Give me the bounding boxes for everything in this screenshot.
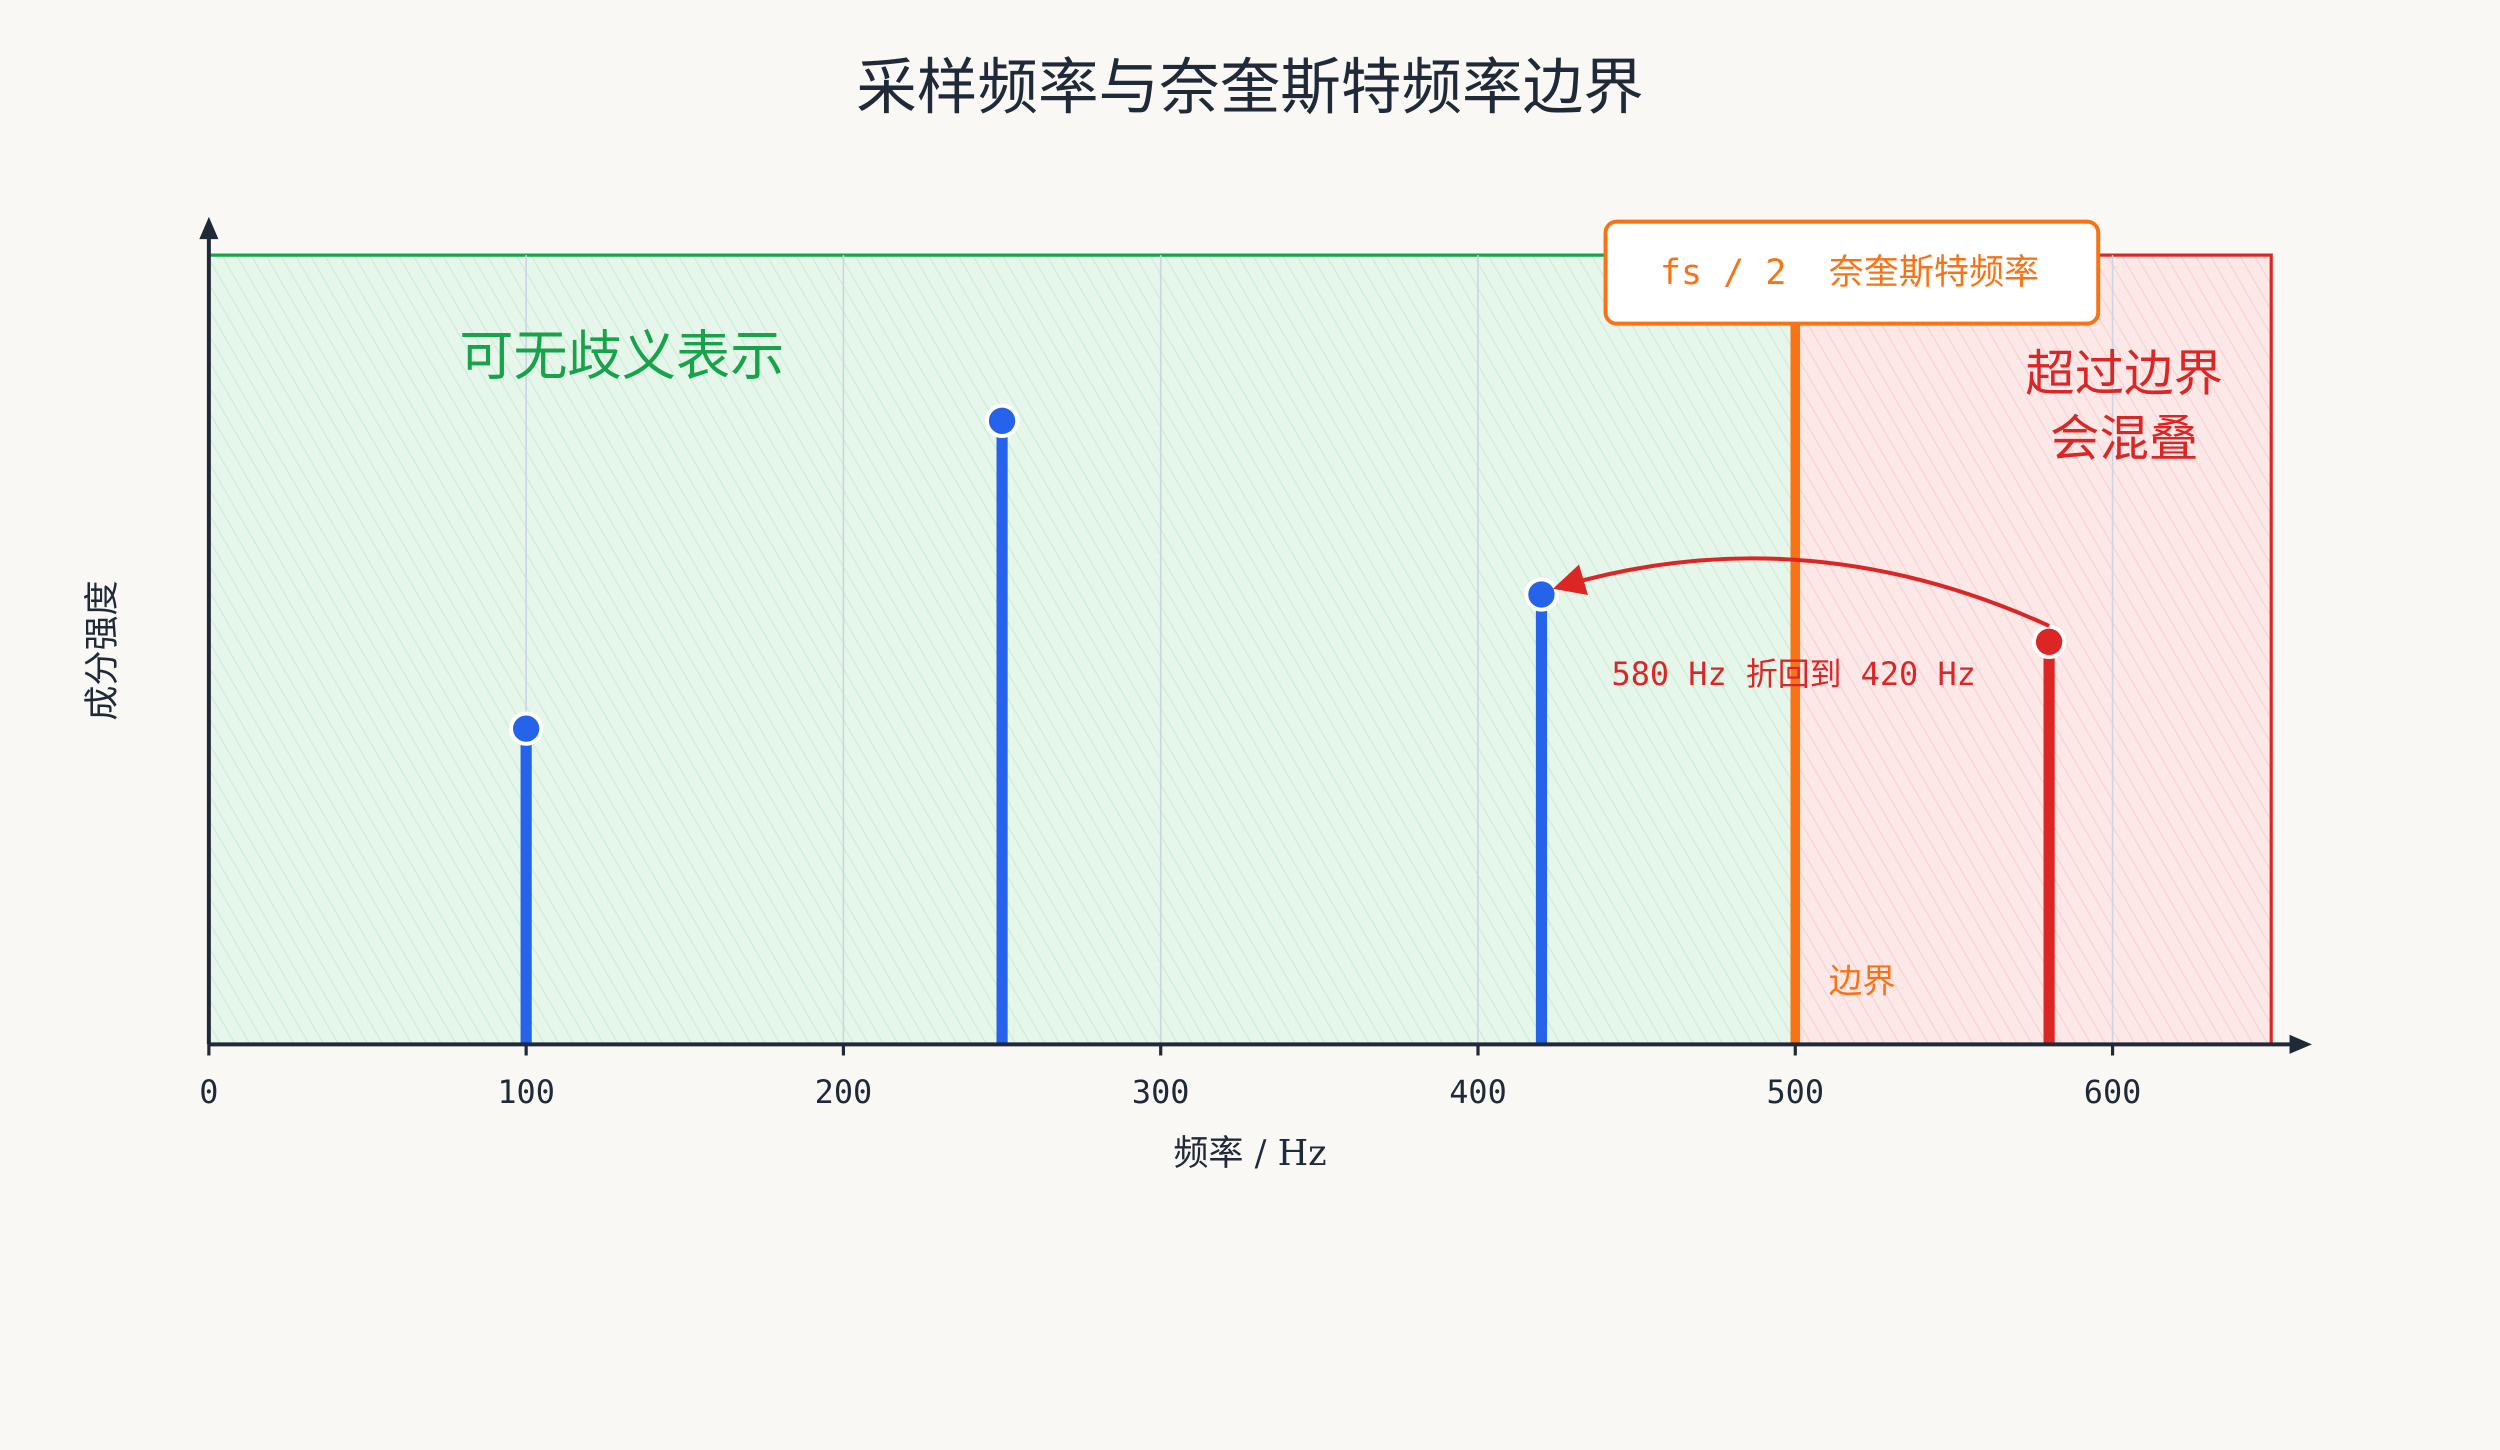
nyquist-sub-label: 边界	[1829, 962, 1896, 1001]
safe-region-label: 可无歧义表示	[459, 324, 784, 387]
x-tick-label: 0	[199, 1073, 218, 1111]
x-axis-arrow	[2289, 1034, 2312, 1054]
y-axis-label: 成分强度	[82, 580, 123, 720]
alias-region-hatch	[1795, 255, 2272, 1045]
alias-label: 580 Hz 折回到 420 Hz	[1612, 655, 1976, 693]
x-tick-label: 400	[1449, 1073, 1507, 1111]
nyquist-label: fs / 2 奈奎斯特频率	[1660, 252, 2039, 293]
stem-head	[1524, 577, 1559, 612]
nyquist-label-box	[1603, 219, 2101, 326]
alias-region-label: 会混叠	[2050, 410, 2198, 468]
x-axis-label: 频率 / Hz	[1173, 1133, 1326, 1174]
x-tick-label: 500	[1766, 1073, 1824, 1111]
y-axis-arrow	[199, 216, 219, 240]
stem-head	[509, 711, 544, 746]
alias-region-label: 超过边界	[2025, 344, 2223, 402]
x-tick-label: 200	[815, 1073, 873, 1111]
x-tick-label: 100	[497, 1073, 555, 1111]
stem-head	[984, 403, 1020, 438]
stem-head	[2031, 624, 2067, 659]
chart-title: 采样频率与奈奎斯特频率边界	[856, 53, 1644, 123]
marks-layer	[509, 302, 2067, 1045]
x-tick-label: 600	[2084, 1073, 2142, 1111]
alias-arrow	[1552, 556, 2050, 628]
x-tick-label: 300	[1132, 1073, 1190, 1111]
